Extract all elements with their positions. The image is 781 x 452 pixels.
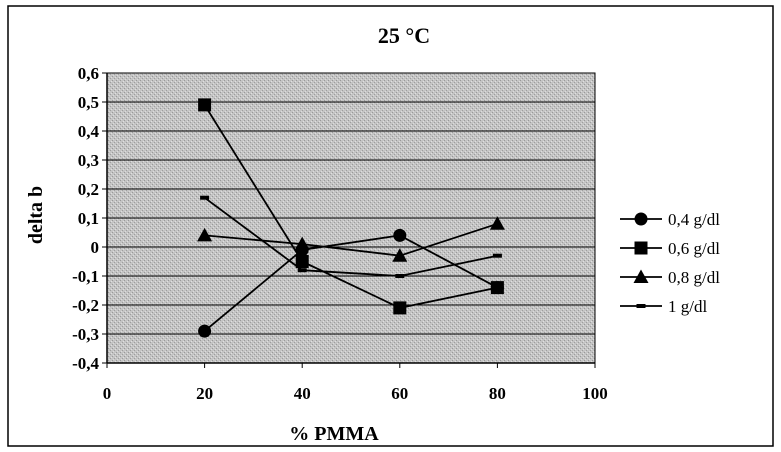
legend-item: 1 g/dl bbox=[620, 297, 707, 316]
legend-label: 1 g/dl bbox=[668, 297, 707, 316]
x-tick-label: 60 bbox=[391, 384, 408, 403]
y-tick-label: 0,3 bbox=[78, 151, 99, 170]
y-tick-label: 0,5 bbox=[78, 93, 99, 112]
gridlines bbox=[107, 72, 595, 364]
legend-marker bbox=[633, 269, 649, 283]
data-point bbox=[393, 228, 407, 242]
data-point bbox=[395, 274, 405, 278]
series-2 bbox=[198, 98, 504, 315]
y-tick-label: -0,4 bbox=[72, 354, 99, 373]
x-tick-label: 40 bbox=[294, 384, 311, 403]
legend-label: 0,8 g/dl bbox=[668, 268, 720, 287]
x-tick-labels: 0 20 40 60 80 100 bbox=[103, 384, 608, 403]
legend-label: 0,6 g/dl bbox=[668, 239, 720, 258]
y-tick-label: -0,3 bbox=[72, 325, 99, 344]
y-tick-label: 0,2 bbox=[78, 180, 99, 199]
data-point bbox=[200, 195, 210, 200]
data-point bbox=[489, 216, 505, 230]
legend-item: 0,6 g/dl bbox=[620, 239, 720, 258]
x-tick-label: 20 bbox=[196, 384, 213, 403]
y-tick-label: -0,1 bbox=[72, 267, 99, 286]
legend-label: 0,4 g/dl bbox=[668, 210, 720, 229]
x-tick-label: 80 bbox=[489, 384, 506, 403]
y-tick-label: 0 bbox=[91, 238, 100, 257]
series-4 bbox=[200, 195, 502, 278]
y-axis-title: delta b bbox=[25, 186, 47, 244]
data-point bbox=[295, 255, 309, 268]
data-point bbox=[392, 248, 408, 262]
y-tick-label: 0,1 bbox=[78, 209, 99, 228]
legend-marker bbox=[636, 304, 646, 308]
legend-item: 0,8 g/dl bbox=[620, 268, 720, 287]
y-tick-labels: -0,4 -0,3 -0,2 -0,1 0 0,1 0,2 0,3 0,4 0,5 0,6 bbox=[72, 64, 99, 373]
legend-item: 0,4 g/dl bbox=[620, 210, 720, 229]
data-point bbox=[492, 253, 502, 258]
series-line bbox=[204, 222, 498, 257]
data-point bbox=[393, 301, 407, 315]
x-tick-label: 0 bbox=[103, 384, 112, 403]
x-tick-label: 100 bbox=[582, 384, 608, 403]
series-line bbox=[204, 196, 498, 277]
x-axis-title: % PMMA bbox=[289, 423, 379, 445]
data-point bbox=[197, 227, 213, 242]
legend-marker bbox=[634, 241, 648, 255]
series-line bbox=[204, 234, 498, 332]
data-point bbox=[297, 268, 307, 273]
data-point bbox=[198, 98, 212, 112]
axes bbox=[102, 72, 596, 368]
data-point bbox=[490, 281, 504, 295]
data-point bbox=[198, 324, 212, 338]
data-point bbox=[294, 236, 310, 251]
legend: 0,4 g/dl 0,6 g/dl 0,8 g/dl 1 g/dl bbox=[620, 210, 720, 316]
series-3 bbox=[197, 216, 505, 262]
y-tick-label: 0,6 bbox=[78, 64, 99, 83]
series-line bbox=[203, 104, 498, 309]
chart-title: 25 °C bbox=[378, 23, 430, 48]
y-tick-label: -0,2 bbox=[72, 296, 99, 315]
y-tick-label: 0,4 bbox=[78, 122, 100, 141]
series-group bbox=[197, 98, 505, 338]
legend-marker bbox=[634, 212, 648, 226]
